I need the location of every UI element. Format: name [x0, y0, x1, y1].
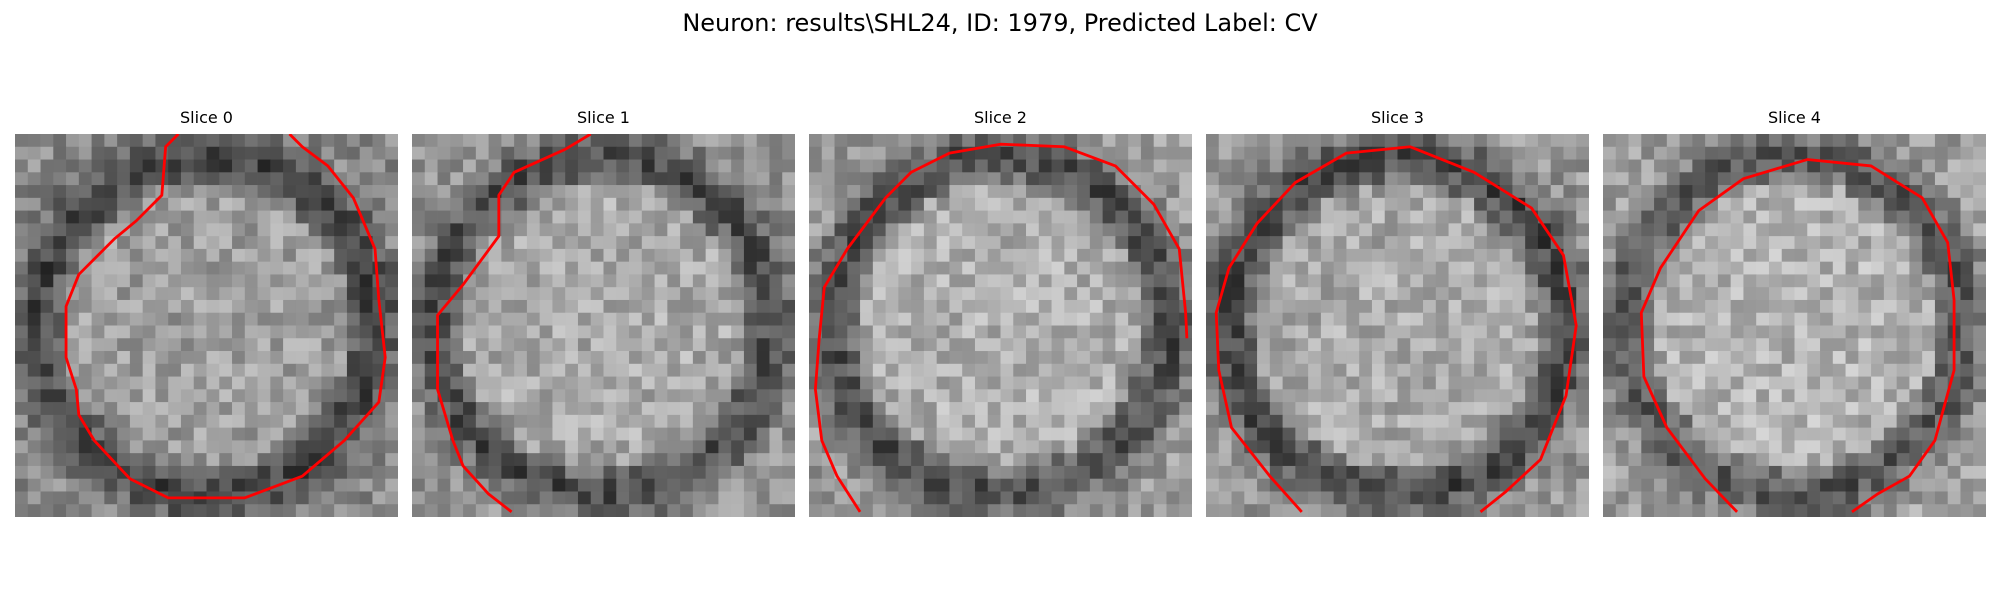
- contour-line: [1639, 158, 1956, 514]
- contour-line: [813, 142, 1189, 513]
- contour-line: [1214, 145, 1578, 513]
- slice-title-3: Slice 3: [1371, 108, 1424, 127]
- figure-title: Neuron: results\SHL24, ID: 1979, Predict…: [682, 9, 1318, 37]
- slice-title-2: Slice 2: [974, 108, 1027, 127]
- slice-image-4: [1603, 134, 1986, 517]
- contour-line: [64, 134, 387, 500]
- slice-image-0: [15, 134, 398, 517]
- contour-line: [436, 134, 592, 514]
- slice-image-2: [809, 134, 1192, 517]
- slice-image-1: [412, 134, 795, 517]
- slice-image-3: [1206, 134, 1589, 517]
- slice-title-1: Slice 1: [577, 108, 630, 127]
- slice-title-4: Slice 4: [1768, 108, 1821, 127]
- slice-title-0: Slice 0: [180, 108, 233, 127]
